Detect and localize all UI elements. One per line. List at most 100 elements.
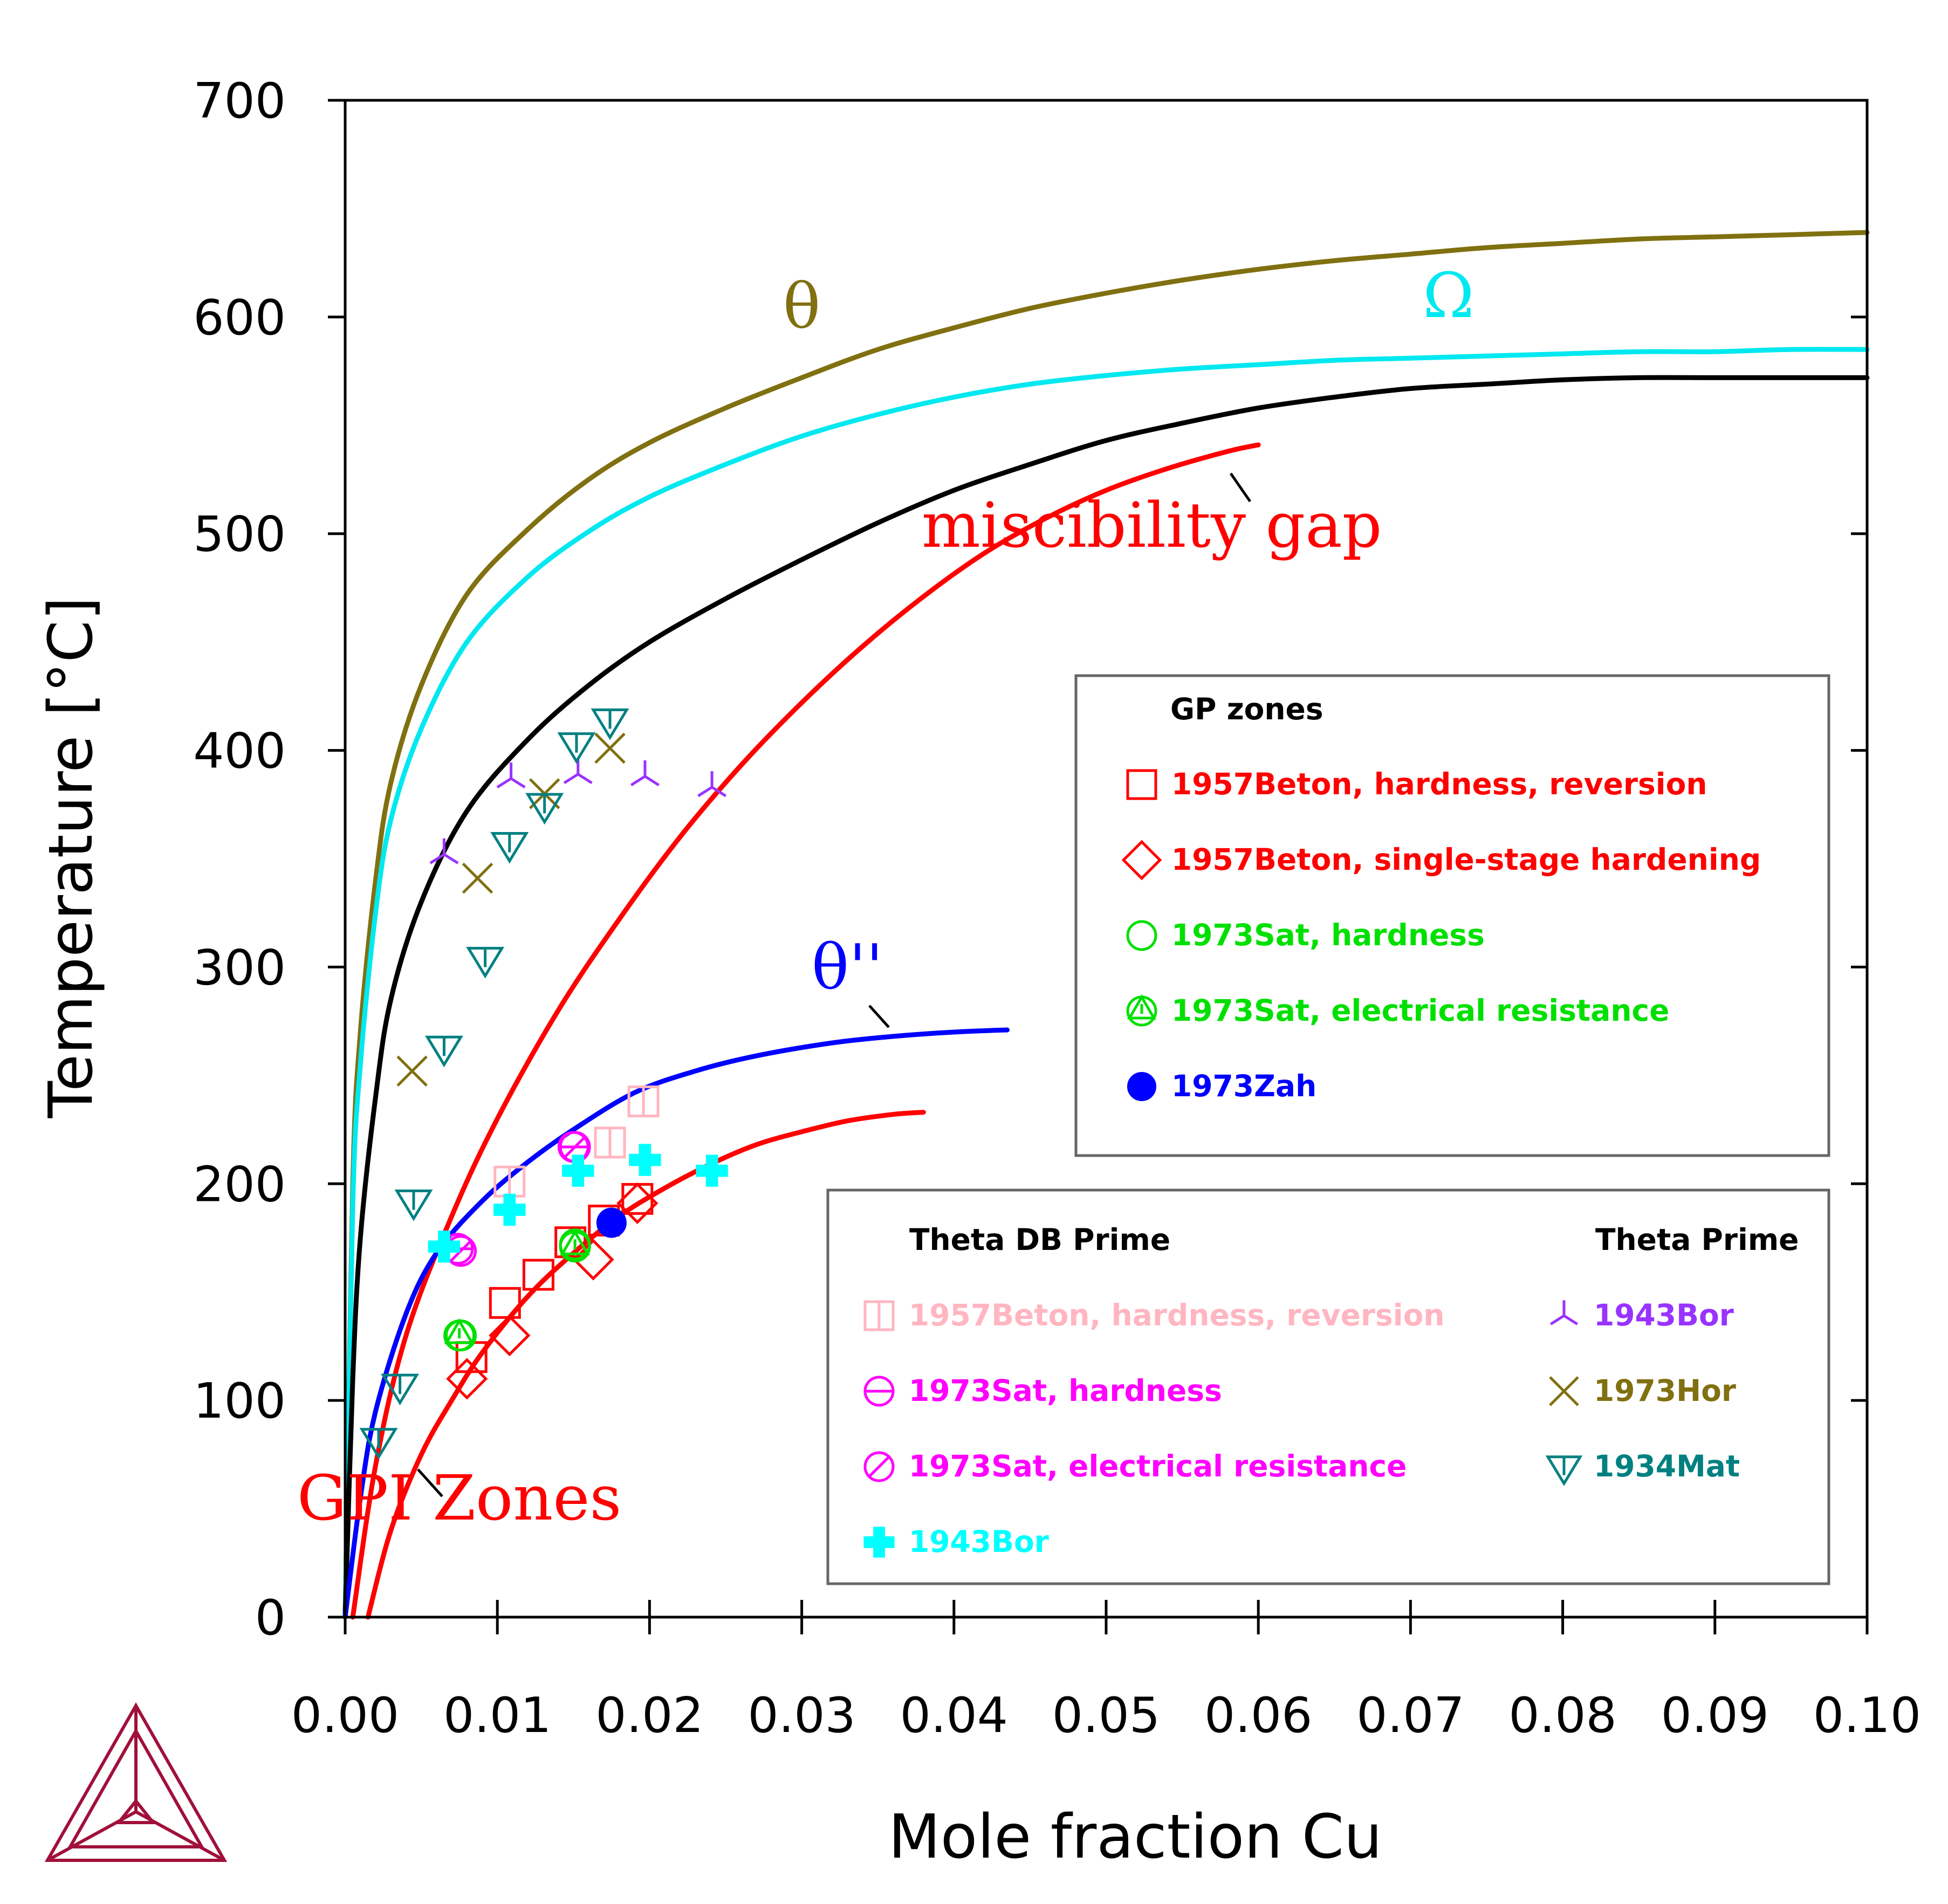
data-point-theta-prime-1934mat bbox=[394, 1190, 433, 1221]
legend-gp-1957beton-single-stage-hardening-marker bbox=[1121, 840, 1162, 881]
x-tick-label: 0.06 bbox=[1204, 1687, 1312, 1744]
legend-thetadb-1973sat-electrical-resistance-marker bbox=[863, 1451, 895, 1482]
curve-label-unnamed: θ bbox=[783, 271, 820, 343]
data-point-theta-db-prime-1957beton-hardness-reversion bbox=[627, 1085, 660, 1118]
curve-label-gpi-zones: GPI Zones bbox=[297, 1462, 622, 1535]
legend-thetadb-1957beton-hardness-reversion-label: 1957Beton, hardness, reversion bbox=[909, 1298, 1445, 1332]
curve-miscibility-gap bbox=[350, 442, 1261, 1620]
legend-gp-1957beton-hardness-reversion-marker bbox=[1126, 769, 1157, 800]
data-point-theta-db-prime-1943bor bbox=[562, 1154, 594, 1187]
y-tick-label: 200 bbox=[193, 1156, 286, 1213]
y-tick-label: 500 bbox=[193, 506, 286, 563]
data-point-theta-db-prime-1943bor bbox=[428, 1231, 461, 1263]
data-point-theta-prime-1943bor bbox=[630, 760, 660, 787]
curve-label-unnamed: θ'' bbox=[812, 932, 883, 1004]
data-point-theta-prime-1943bor bbox=[496, 762, 526, 789]
legend-gp-1973sat-hardness-label: 1973Sat, hardness bbox=[1171, 918, 1485, 952]
legend-thetadb-1943bor-label: 1943Bor bbox=[909, 1524, 1049, 1559]
y-tick-label: 700 bbox=[193, 73, 286, 129]
data-point-gp-zones-1957beton-hardness-reversion bbox=[522, 1259, 554, 1291]
data-point-theta-db-prime-1943bor bbox=[493, 1193, 526, 1226]
legend-gp-1957beton-single-stage-hardening-label: 1957Beton, single-stage hardening bbox=[1171, 842, 1761, 877]
curve-unnamed bbox=[342, 230, 1870, 1620]
x-tick-label: 0.00 bbox=[291, 1687, 399, 1744]
data-point-gp-zones-1957beton-single-stage-hardening bbox=[616, 1182, 659, 1225]
x-tick-label: 0.10 bbox=[1813, 1687, 1921, 1744]
legend-gp-1973zah-marker bbox=[1127, 1072, 1156, 1101]
data-point-theta-db-prime-1943bor bbox=[629, 1144, 661, 1176]
legend-gp-1973sat-electrical-resistance-label: 1973Sat, electrical resistance bbox=[1171, 993, 1669, 1028]
legend-gp-1973zah-label: 1973Zah bbox=[1171, 1069, 1316, 1103]
legend-gp-1957beton-hardness-reversion-label: 1957Beton, hardness, reversion bbox=[1171, 767, 1707, 801]
legend-thetaprime-1973hor-label: 1973Hor bbox=[1594, 1373, 1736, 1408]
y-tick-label: 300 bbox=[193, 939, 286, 996]
legend-layer: GP zones 1957Beton, hardness, reversion 19… bbox=[826, 674, 1830, 1585]
data-point-theta-prime-1973hor bbox=[462, 862, 493, 894]
legend-thetaprime-1943bor-label: 1943Bor bbox=[1594, 1298, 1734, 1332]
curve-unnamed bbox=[342, 347, 1870, 1620]
data-point-gp-zones-1973zah bbox=[596, 1207, 627, 1238]
data-point-gp-zones-1957beton-single-stage-hardening bbox=[446, 1358, 488, 1400]
data-point-theta-prime-1973hor bbox=[396, 1055, 428, 1087]
curve-label-miscibility-gap: miscibility gap bbox=[922, 490, 1382, 562]
legend-gp-zones bbox=[1074, 674, 1830, 1157]
legend-theta bbox=[826, 1188, 1830, 1585]
curve-series-2 bbox=[342, 375, 1870, 1620]
legend-theta-prime-title: Theta Prime bbox=[1595, 1222, 1799, 1257]
curve-label-unnamed: Ω bbox=[1423, 260, 1474, 332]
leader-line bbox=[417, 1468, 443, 1497]
data-point-gp-zones-1957beton-single-stage-hardening bbox=[489, 1314, 531, 1357]
data-point-theta-prime-1934mat bbox=[424, 1035, 463, 1068]
legend-gp-1973sat-hardness-marker bbox=[1126, 920, 1157, 951]
data-point-gp-zones-1957beton-hardness-reversion bbox=[554, 1226, 587, 1259]
y-axis-ticks: 0 100 200 300 400 500 600 700 bbox=[193, 73, 1867, 1646]
data-point-theta-prime-1934mat bbox=[591, 708, 629, 740]
data-point-theta-prime-1934mat bbox=[557, 732, 596, 764]
data-point-gp-zones-1973sat-electrical-resistance bbox=[443, 1318, 476, 1352]
y-tick-label: 600 bbox=[193, 290, 286, 346]
legend-thetaprime-1973hor-marker bbox=[1549, 1376, 1579, 1406]
y-tick-label: 100 bbox=[193, 1373, 286, 1429]
x-tick-label: 0.07 bbox=[1356, 1687, 1464, 1744]
data-point-theta-prime-1934mat bbox=[466, 946, 505, 979]
leader-line bbox=[1229, 472, 1252, 503]
data-point-theta-prime-1934mat bbox=[359, 1428, 398, 1460]
y-tick-label: 0 bbox=[255, 1590, 286, 1646]
data-point-theta-prime-1943bor bbox=[429, 838, 459, 864]
legend-thetaprime-1934mat-marker bbox=[1545, 1455, 1583, 1487]
curve-unnamed bbox=[342, 1027, 1010, 1620]
legend-thetadb-1973sat-electrical-resistance-label: 1973Sat, electrical resistance bbox=[909, 1449, 1407, 1483]
x-axis-ticks: 0.00 0.01 0.02 0.03 0.04 0.05 0.06 0.07 0.08 0.09… bbox=[291, 1600, 1921, 1744]
legend-thetaprime-1943bor-marker bbox=[1549, 1300, 1579, 1325]
x-tick-label: 0.05 bbox=[1052, 1687, 1160, 1744]
y-tick-label: 400 bbox=[193, 723, 286, 780]
legend-thetadb-1943bor-marker bbox=[863, 1527, 895, 1558]
data-point-gp-zones-1957beton-hardness-reversion bbox=[489, 1287, 521, 1319]
data-point-theta-db-prime-1943bor bbox=[696, 1154, 728, 1187]
legend-gp-zones-title: GP zones bbox=[1170, 692, 1323, 726]
data-point-gp-zones-1973sat-electrical-resistance bbox=[559, 1229, 591, 1263]
legend-thetadb-1957beton-hardness-reversion-marker bbox=[863, 1300, 895, 1331]
x-tick-label: 0.09 bbox=[1661, 1687, 1769, 1744]
data-point-theta-prime-1973hor bbox=[594, 732, 626, 764]
leader-line bbox=[868, 1005, 890, 1028]
y-axis-title: Temperature [°C] bbox=[36, 597, 106, 1119]
data-point-theta-prime-1934mat bbox=[381, 1373, 420, 1406]
x-tick-label: 0.02 bbox=[595, 1687, 703, 1744]
legend-theta-db-prime-title: Theta DB Prime bbox=[909, 1222, 1170, 1257]
legend-gp-1973sat-electrical-resistance-marker bbox=[1126, 994, 1157, 1027]
legend-thetadb-1973sat-hardness-label: 1973Sat, hardness bbox=[909, 1373, 1222, 1408]
data-point-theta-prime-1934mat bbox=[490, 831, 529, 864]
data-point-theta-db-prime-1957beton-hardness-reversion bbox=[594, 1126, 626, 1159]
x-axis-title: Mole fraction Cu bbox=[888, 1802, 1382, 1872]
data-point-theta-prime-1943bor bbox=[563, 758, 593, 785]
x-tick-label: 0.08 bbox=[1508, 1687, 1616, 1744]
marker-layer bbox=[359, 708, 728, 1460]
data-point-theta-prime-1934mat bbox=[525, 793, 564, 825]
x-tick-label: 0.04 bbox=[900, 1687, 1008, 1744]
data-point-theta-prime-1943bor bbox=[697, 771, 727, 798]
thermo-calc-logo bbox=[44, 1702, 228, 1862]
legend-thetadb-1973sat-hardness-marker bbox=[863, 1376, 895, 1407]
legend-thetaprime-1934mat-label: 1934Mat bbox=[1594, 1449, 1740, 1483]
